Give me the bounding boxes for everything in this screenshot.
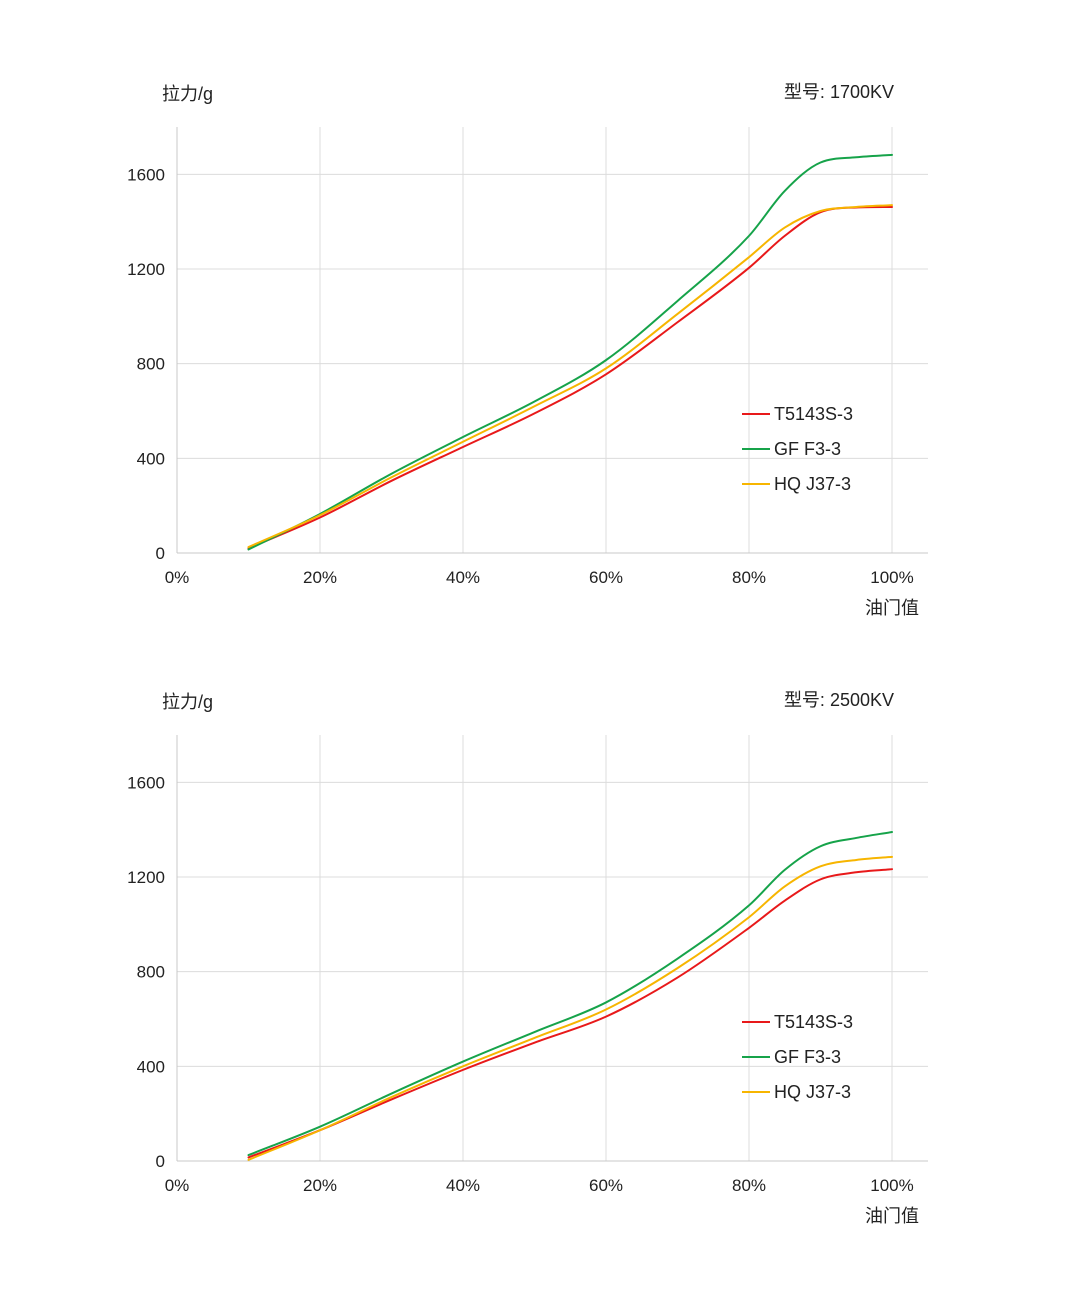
model-label: 型号: 1700KV — [783, 82, 894, 102]
y-tick-label: 1600 — [127, 165, 165, 184]
x-tick-label: 100% — [870, 1176, 913, 1195]
legend-label: HQ J37-3 — [774, 1082, 851, 1102]
x-tick-label: 40% — [446, 1176, 480, 1195]
series-line-hq-j37-3 — [247, 855, 893, 1161]
legend-label: HQ J37-3 — [774, 474, 851, 494]
chart-panel-2: 0 400 800 1200 1600 0% 20% 40% 60% 80% 100% T5143S-… — [0, 608, 1076, 1226]
y-axis-label: 拉力/g — [162, 692, 214, 712]
y-tick-label: 800 — [137, 355, 165, 374]
x-tick-label: 80% — [732, 568, 766, 587]
x-tick-label: 60% — [589, 1176, 623, 1195]
series-line-gf-f3-3 — [247, 831, 893, 1157]
x-axis-label: 油门值 — [865, 598, 919, 618]
y-tick-label: 400 — [137, 1057, 165, 1076]
series-line-t5143s-3 — [247, 868, 893, 1159]
y-axis-label: 拉力/g — [162, 84, 214, 104]
y-tick-label: 1600 — [127, 773, 165, 792]
x-tick-label: 80% — [732, 1176, 766, 1195]
y-tick-label: 0 — [156, 544, 165, 563]
y-tick-label: 400 — [137, 449, 165, 468]
legend-label: T5143S-3 — [774, 404, 853, 424]
x-axis-label: 油门值 — [865, 1206, 919, 1226]
x-tick-label: 40% — [446, 568, 480, 587]
y-tick-label: 0 — [156, 1152, 165, 1171]
x-tick-label: 100% — [870, 568, 913, 587]
series-line-t5143s-3 — [247, 205, 893, 550]
y-tick-label: 800 — [137, 963, 165, 982]
series-line-gf-f3-3 — [247, 153, 893, 551]
legend-label: GF F3-3 — [774, 439, 841, 459]
x-tick-label: 20% — [303, 568, 337, 587]
y-tick-label: 1200 — [127, 868, 165, 887]
chart-svg-1: 0 400 800 1200 1600 0% 20% 40% 60% 80% 100% T5143S-… — [127, 127, 928, 587]
y-tick-label: 1200 — [127, 260, 165, 279]
legend-label: T5143S-3 — [774, 1012, 853, 1032]
chart-svg-2: 0 400 800 1200 1600 0% 20% 40% 60% 80% 100% T5143S-… — [127, 735, 928, 1195]
x-tick-label: 0% — [165, 1176, 190, 1195]
legend-label: GF F3-3 — [774, 1047, 841, 1067]
model-label: 型号: 2500KV — [783, 690, 894, 710]
x-tick-label: 20% — [303, 1176, 337, 1195]
chart-panel-1: 0 400 800 1200 1600 0% 20% 40% 60% 80% 100% T5143S-… — [0, 0, 1076, 618]
series-line-hq-j37-3 — [247, 204, 893, 549]
x-tick-label: 0% — [165, 568, 190, 587]
x-tick-label: 60% — [589, 568, 623, 587]
